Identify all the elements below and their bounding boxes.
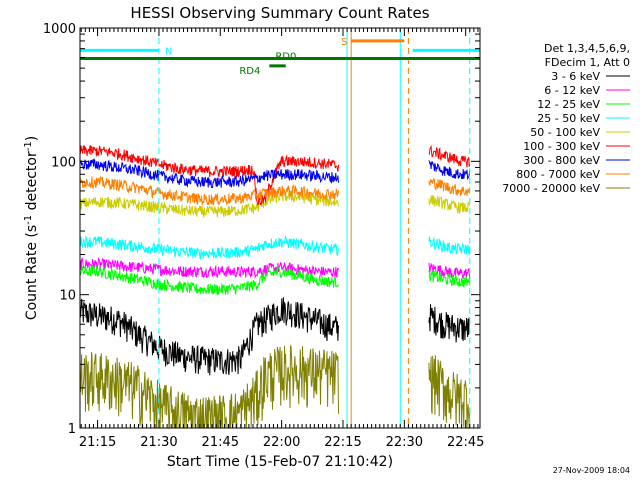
series-line-300-800- (79, 157, 339, 189)
legend-label: 12 - 25 keV (537, 98, 600, 111)
series-line-12-25--after-gap (428, 269, 471, 288)
x-tick-label: 21:15 (79, 435, 116, 450)
y-tick-label: 100 (51, 155, 76, 170)
legend-header-attenuator: FDecim 1, Att 0 (545, 56, 630, 69)
x-tick-label: 22:00 (263, 435, 300, 450)
legend-label: 100 - 300 keV (523, 140, 600, 153)
x-tick-label: 22:45 (447, 435, 484, 450)
series-line-50-100--after-gap (428, 195, 471, 216)
series-line-6-12- (79, 256, 339, 280)
legend-label: 3 - 6 keV (551, 70, 600, 83)
flag-label: S (341, 37, 347, 48)
plot-frame (79, 27, 481, 429)
y-axis-label: Count Rate (s-1 detector-1) (23, 136, 40, 320)
series-line-800-7000--after-gap (428, 177, 471, 196)
chart-title: HESSI Observing Summary Count Rates (130, 4, 429, 22)
series-line-3-6- (79, 297, 339, 376)
x-axis-label: Start Time (15-Feb-07 21:10:42) (167, 454, 393, 470)
series-line-7000-20000- (79, 344, 339, 430)
series-line-800-7000- (79, 175, 339, 206)
series-line-100-300- (79, 145, 339, 206)
flag-label: RD4 (239, 66, 260, 77)
flag-label: RD0 (275, 52, 296, 63)
legend-label: 800 - 7000 keV (516, 168, 600, 181)
x-tick-label: 22:30 (386, 435, 423, 450)
x-axis: 21:15 21:30 21:45 22:00 22:15 22:30 22:45 (79, 28, 484, 450)
y-tick-label: 1 (68, 422, 76, 437)
series-line-6-12--after-gap (428, 262, 471, 279)
legend-label: 50 - 100 keV (530, 126, 600, 139)
x-tick-label: 21:30 (140, 435, 177, 450)
series-line-3-6--after-gap (428, 304, 471, 343)
series-line-300-800--after-gap (428, 160, 471, 181)
plot-area: N S RD0 RD4 (79, 28, 480, 430)
legend-label: 6 - 12 keV (544, 84, 600, 97)
legend-header-detectors: Det 1,3,4,5,6,9, (544, 42, 630, 55)
legend-label: 7000 - 20000 keV (502, 182, 600, 195)
legend-label: 300 - 800 keV (523, 154, 600, 167)
x-tick-label: 21:45 (202, 435, 239, 450)
y-tick-label: 10 (59, 289, 76, 304)
series-line-100-300--after-gap (428, 144, 471, 168)
y-tick-label: 1000 (43, 22, 76, 37)
flag-label: N (165, 46, 172, 57)
x-tick-label: 22:15 (324, 435, 361, 450)
legend-label: 25 - 50 keV (537, 112, 600, 125)
series-line-25-50- (79, 234, 339, 260)
series-line-50-100- (79, 190, 339, 218)
series-line-12-25- (79, 264, 339, 296)
series-line-25-50--after-gap (428, 236, 471, 255)
legend: Det 1,3,4,5,6,9, FDecim 1, Att 0 3 - 6 k… (502, 42, 630, 195)
y-axis: 1 10 100 1000 (43, 22, 480, 437)
series-line-7000-20000--after-gap (428, 355, 471, 429)
footer-timestamp: 27-Nov-2009 18:04 (553, 466, 630, 475)
